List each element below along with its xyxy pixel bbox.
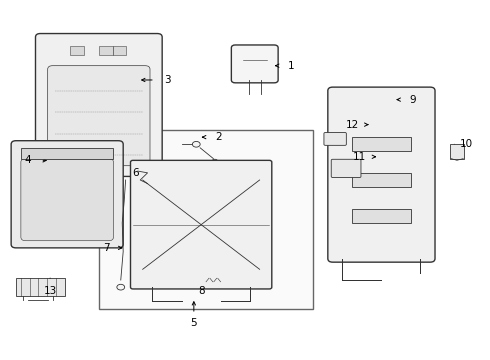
Text: 1: 1 bbox=[288, 61, 294, 71]
Text: 12: 12 bbox=[345, 120, 359, 130]
Circle shape bbox=[212, 159, 218, 163]
Bar bbox=[352, 137, 411, 152]
Text: 10: 10 bbox=[460, 139, 473, 149]
Circle shape bbox=[117, 284, 124, 290]
Text: 4: 4 bbox=[25, 156, 31, 165]
FancyBboxPatch shape bbox=[331, 159, 361, 177]
Bar bbox=[352, 173, 411, 187]
FancyBboxPatch shape bbox=[11, 141, 123, 248]
Bar bbox=[114, 46, 125, 55]
Bar bbox=[16, 278, 65, 296]
FancyBboxPatch shape bbox=[21, 158, 114, 241]
Text: 11: 11 bbox=[353, 152, 366, 162]
FancyBboxPatch shape bbox=[48, 66, 150, 166]
Circle shape bbox=[193, 141, 200, 147]
Text: 6: 6 bbox=[132, 168, 139, 178]
FancyBboxPatch shape bbox=[231, 45, 278, 83]
Text: 5: 5 bbox=[191, 318, 197, 328]
Text: 8: 8 bbox=[198, 286, 204, 296]
Text: 2: 2 bbox=[215, 132, 221, 142]
FancyBboxPatch shape bbox=[35, 33, 162, 176]
FancyBboxPatch shape bbox=[328, 87, 435, 262]
FancyBboxPatch shape bbox=[324, 132, 346, 145]
Bar bbox=[70, 46, 84, 55]
Bar bbox=[99, 130, 313, 309]
Text: 3: 3 bbox=[164, 75, 171, 85]
FancyBboxPatch shape bbox=[130, 160, 272, 289]
Bar bbox=[99, 46, 114, 55]
Text: 13: 13 bbox=[44, 286, 57, 296]
Bar bbox=[450, 144, 464, 158]
Bar bbox=[352, 208, 411, 223]
Text: 7: 7 bbox=[103, 243, 109, 253]
Text: 9: 9 bbox=[410, 95, 416, 105]
Bar bbox=[21, 148, 114, 158]
